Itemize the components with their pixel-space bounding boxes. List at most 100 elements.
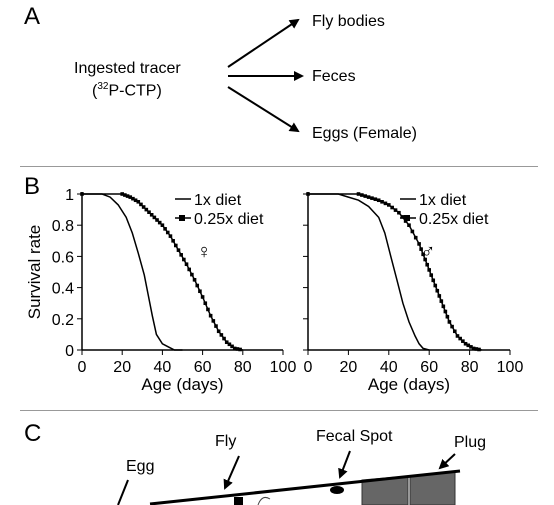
- chart1-series-2-point: [136, 200, 141, 204]
- chart2-series-2-point: [437, 294, 442, 298]
- chart2-series-2-point: [390, 205, 394, 210]
- chart1-series-2-point: [195, 283, 200, 288]
- chart2-series-2-point: [445, 314, 450, 319]
- chart1-y-tick-label: 0.2: [52, 312, 74, 329]
- chart1-series-2-point: [216, 329, 221, 334]
- chart2-series-2-point: [393, 208, 398, 212]
- chart2-series-2-point: [306, 192, 310, 196]
- chart2-series-2-point: [363, 194, 368, 198]
- chart1-series-2-point: [222, 336, 226, 341]
- chart1-legend-label-1: 1x diet: [194, 192, 242, 209]
- chart1-sex-symbol: ♀: [197, 241, 212, 263]
- arrow-fly: [223, 455, 240, 490]
- chart2-sex-symbol: ♂: [421, 241, 436, 263]
- chart2-series-2-point: [417, 242, 421, 246]
- chart1-series-2-point: [120, 192, 124, 196]
- dest-eggs: Eggs (Female): [312, 125, 417, 142]
- fly-label: Fly: [215, 433, 237, 450]
- fecal-spot-label: Fecal Spot: [316, 428, 393, 445]
- chart1-series-2-point: [208, 313, 213, 318]
- chart1-series-2-point: [147, 210, 151, 214]
- chart2-series-2-point: [471, 346, 476, 351]
- chart2-series-2-point: [427, 268, 431, 272]
- chart1-series-2-point: [192, 278, 197, 282]
- chart2-series-2-point: [439, 299, 444, 303]
- chart1-series-2-point: [157, 220, 162, 225]
- chart1-series-2-point: [160, 223, 165, 227]
- chart2-series-2-point: [435, 288, 440, 293]
- chart2-series-2-point: [397, 210, 401, 215]
- chart2-series-2-point: [425, 262, 429, 267]
- chart1-series-2-point: [144, 207, 149, 212]
- plug-label: Plug: [454, 434, 487, 451]
- chart1-series-2-point: [165, 230, 170, 235]
- chart1-series-2-point: [139, 202, 143, 207]
- chart2-series-2-point: [447, 320, 452, 324]
- arrow-to-eggs: [227, 86, 300, 133]
- chart2-series-2-point: [441, 304, 446, 309]
- chart1-series-2-point: [219, 333, 224, 337]
- chart1-series-2-point: [128, 195, 133, 199]
- chart1-series-2-point: [179, 253, 183, 257]
- chart2-series-2-point: [452, 329, 457, 334]
- chart2-series-2-point: [366, 195, 371, 199]
- chart2-series-2-point: [376, 198, 381, 203]
- chart1-x-tick-label: 80: [234, 359, 252, 376]
- chart1-series-2-point: [211, 319, 216, 323]
- arrow-egg: [117, 479, 129, 505]
- chart2-series-2-point: [469, 345, 473, 349]
- divider-a-b: [20, 166, 538, 167]
- fecal-spot: [330, 486, 344, 494]
- chart1-series-2-point: [168, 234, 173, 238]
- chart1-series-2-point: [203, 301, 208, 305]
- chart1-series-2-point: [224, 340, 229, 344]
- chart1-series-2-point: [184, 262, 189, 266]
- chart2-series-2-point: [433, 283, 438, 288]
- chart2-series-2-point: [421, 252, 425, 257]
- chart1-series-2-point: [200, 295, 205, 299]
- fly-wing: [257, 497, 271, 505]
- chart2-x-tick-label: 20: [340, 359, 358, 376]
- chart1-x-tick-label: 0: [78, 359, 87, 376]
- chart2-x-tick-label: 100: [497, 359, 524, 376]
- chart1-series-2-point: [214, 324, 218, 328]
- chart1-series-2-point: [174, 243, 178, 248]
- chart1-series-1-line: [82, 193, 183, 351]
- chart1-legend-label-2: 0.25x diet: [194, 211, 264, 228]
- chart2-series-2-point: [455, 334, 460, 338]
- chart2-series-2-point: [463, 341, 468, 346]
- panel-b-letter: B: [24, 173, 41, 200]
- dest-fly-bodies: Fly bodies: [312, 13, 385, 30]
- chart2-series-2-point: [429, 273, 434, 277]
- chart2-legend-marker-2: [404, 215, 410, 221]
- panel-c-letter: C: [24, 420, 42, 447]
- chart2-series-2-point: [407, 223, 411, 227]
- arrow-to-fly-bodies: [227, 18, 300, 68]
- chart2-series-2-point: [403, 219, 408, 223]
- chart1-series-2-point: [230, 344, 234, 349]
- tracer-label: Ingested tracer: [74, 60, 181, 77]
- chart2-series-2-point: [400, 215, 405, 219]
- chart1-y-tick-label: 0: [65, 343, 74, 360]
- arrow-plug: [438, 453, 456, 470]
- chart2-series-2-point: [419, 247, 423, 251]
- chart1-series-2-point: [238, 347, 242, 352]
- chart1-series-2-point: [125, 194, 130, 198]
- vial-edge: [149, 469, 461, 505]
- chart2-series-2-point: [461, 339, 465, 343]
- chart1-series-2-point: [141, 205, 146, 209]
- chart1-series-2-point: [235, 347, 240, 351]
- fly-body-mark: [234, 497, 243, 505]
- chart1-legend-marker-2: [179, 215, 185, 221]
- tracer-compound: P-CTP: [108, 82, 157, 100]
- panel-a-letter: A: [24, 3, 41, 30]
- chart1-series-2-point: [182, 257, 186, 262]
- chart1-series-2-point: [133, 198, 138, 203]
- dest-feces: Feces: [312, 68, 356, 85]
- chart2-x-tick-label: 0: [304, 359, 313, 376]
- chart2-series-2-point: [474, 347, 479, 351]
- chart2-series-2-point: [380, 200, 384, 204]
